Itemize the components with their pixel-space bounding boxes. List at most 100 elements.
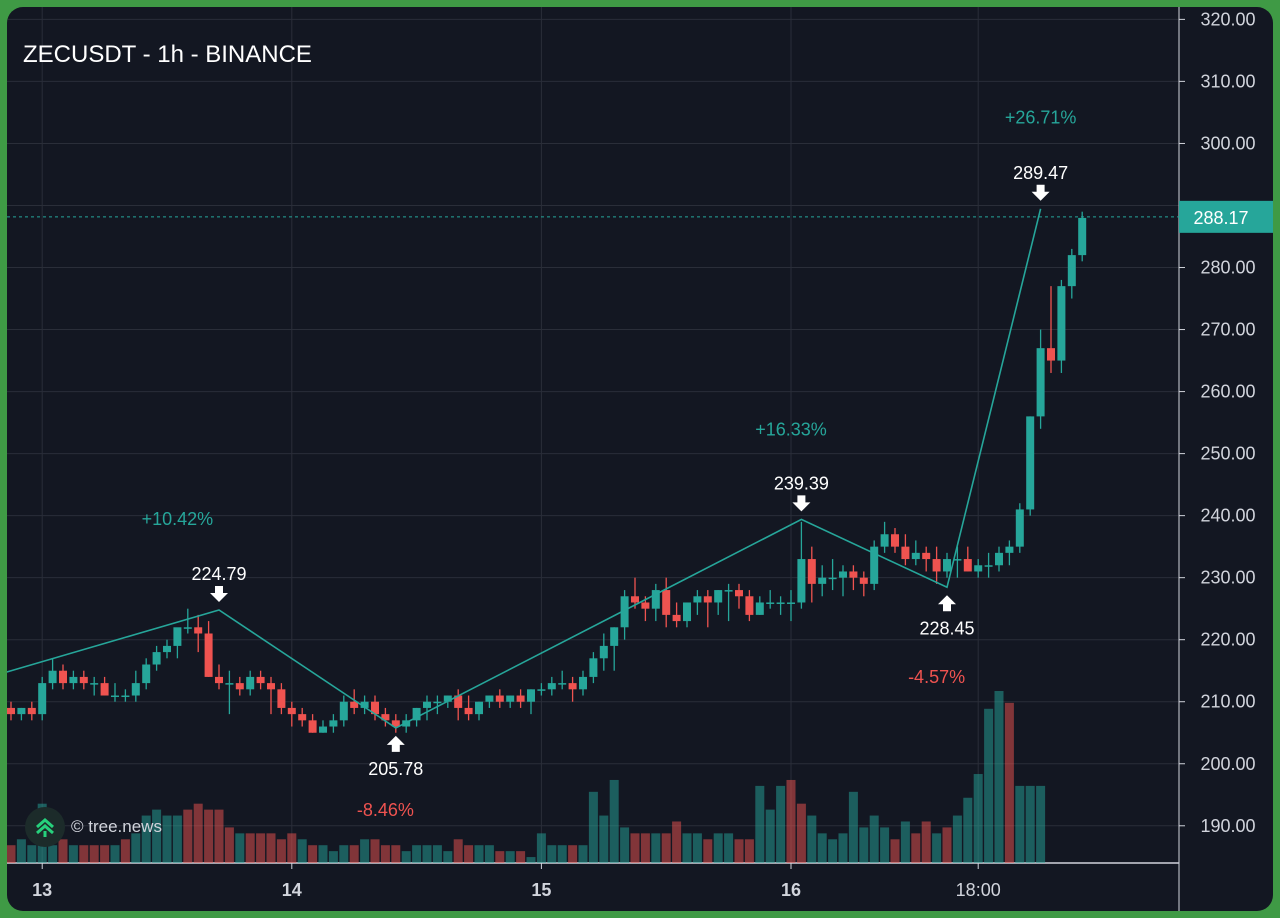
candle bbox=[350, 689, 359, 715]
volume-bar bbox=[412, 845, 422, 863]
volume-bar bbox=[422, 845, 432, 863]
volume-bar bbox=[370, 839, 380, 863]
candle-body bbox=[506, 695, 515, 702]
candle-body bbox=[641, 602, 650, 609]
last-price-label: 288.17 bbox=[1193, 208, 1248, 228]
volume-bar bbox=[16, 839, 26, 863]
volume-bar bbox=[526, 857, 536, 863]
x-tick-label: 16 bbox=[781, 880, 801, 900]
candle-body bbox=[371, 701, 379, 715]
candle bbox=[891, 528, 899, 553]
candle-body bbox=[807, 559, 816, 584]
volume-bar bbox=[266, 833, 276, 863]
volume-bar bbox=[432, 845, 442, 863]
percent-change-label: +10.42% bbox=[142, 509, 214, 529]
candle-body bbox=[911, 552, 920, 560]
volume-bar bbox=[256, 833, 266, 863]
candle bbox=[735, 583, 743, 609]
volume-bar bbox=[391, 845, 401, 863]
candle bbox=[152, 645, 161, 671]
candle-body bbox=[589, 658, 598, 677]
volume-bar bbox=[776, 785, 786, 863]
volume-bar bbox=[640, 833, 650, 863]
candle-body bbox=[121, 695, 130, 698]
volume-bar bbox=[474, 845, 484, 863]
volume-bar bbox=[152, 809, 162, 863]
candle bbox=[755, 596, 764, 615]
volume-bar bbox=[204, 809, 214, 863]
candle-body bbox=[163, 645, 171, 653]
candle bbox=[818, 565, 827, 597]
candle-body bbox=[225, 683, 234, 685]
candle-body bbox=[443, 695, 452, 702]
candle-body bbox=[329, 720, 338, 727]
arrow-down-icon bbox=[210, 585, 228, 602]
candle-body bbox=[423, 701, 431, 708]
volume-bar bbox=[744, 839, 754, 863]
candle bbox=[620, 590, 629, 640]
candle bbox=[267, 676, 275, 715]
volume-bar bbox=[443, 851, 453, 863]
candle bbox=[922, 546, 931, 572]
candle-body bbox=[1057, 286, 1066, 361]
volume-bar bbox=[620, 827, 630, 863]
candle bbox=[194, 614, 203, 653]
candle-body bbox=[943, 559, 951, 572]
candle-body bbox=[828, 577, 837, 580]
volume-bar bbox=[786, 779, 796, 863]
y-tick-label: 320.00 bbox=[1200, 9, 1255, 29]
volume-bar bbox=[1025, 785, 1035, 863]
candle-body bbox=[17, 707, 26, 715]
candle-body bbox=[308, 720, 317, 733]
volume-bar bbox=[921, 821, 931, 863]
candle-body bbox=[693, 596, 702, 603]
candle-body bbox=[901, 546, 910, 560]
candle bbox=[277, 683, 286, 715]
candlestick-chart[interactable]: 190.00 200.00 210.00 220.00 230.00 240.00 250.… bbox=[7, 7, 1273, 911]
candle-body bbox=[152, 652, 161, 665]
candle bbox=[48, 658, 57, 690]
candle-body bbox=[267, 683, 275, 690]
watermark: © tree.news bbox=[25, 807, 162, 847]
volume-bar bbox=[557, 845, 567, 863]
volume-bar bbox=[568, 845, 578, 863]
candle-body bbox=[599, 645, 608, 659]
candle-body bbox=[849, 571, 858, 578]
candle-body bbox=[755, 602, 764, 615]
volume-bar bbox=[952, 815, 962, 863]
volume-bar bbox=[7, 845, 16, 863]
x-tick-label: 13 bbox=[32, 880, 52, 900]
volume-bar bbox=[235, 833, 245, 863]
volume-bar bbox=[453, 839, 463, 863]
candle bbox=[693, 590, 702, 615]
candle-body bbox=[703, 596, 712, 603]
candle-body bbox=[672, 614, 681, 622]
candle bbox=[703, 590, 712, 628]
candle-body bbox=[984, 565, 993, 567]
pivot-low-label: 228.45 bbox=[919, 618, 974, 638]
candle bbox=[974, 559, 983, 578]
candle-body bbox=[995, 552, 1003, 566]
candle bbox=[651, 583, 660, 622]
candle bbox=[371, 695, 379, 721]
y-tick-label: 190.00 bbox=[1200, 816, 1255, 836]
volume-bar bbox=[1036, 785, 1046, 863]
candle bbox=[17, 707, 26, 721]
candle bbox=[995, 546, 1003, 572]
y-tick-label: 220.00 bbox=[1200, 630, 1255, 650]
volume-bar bbox=[755, 785, 765, 863]
volume-bar bbox=[328, 851, 338, 863]
volume-bar bbox=[724, 833, 734, 863]
volume-bar bbox=[110, 845, 120, 863]
candle-body bbox=[537, 689, 546, 691]
candle-body bbox=[204, 633, 213, 677]
volume-bar bbox=[89, 845, 99, 863]
y-tick-label: 200.00 bbox=[1200, 754, 1255, 774]
candle-body bbox=[90, 683, 99, 685]
candle bbox=[527, 689, 535, 715]
volume-bar bbox=[245, 833, 255, 863]
volume-bar bbox=[734, 839, 744, 863]
pivot-high-label: 239.39 bbox=[774, 473, 829, 493]
candle-body bbox=[579, 676, 587, 690]
candle-body bbox=[558, 683, 567, 685]
